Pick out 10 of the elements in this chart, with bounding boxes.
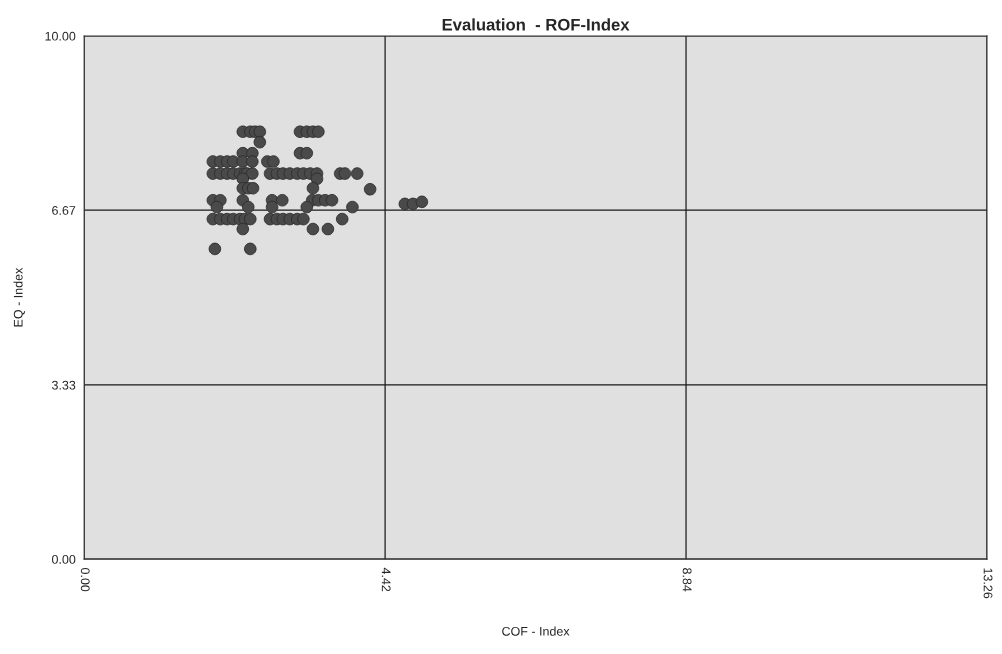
x-axis-title: COF - Index bbox=[502, 626, 570, 636]
y-tick-label: 3.33 bbox=[51, 380, 76, 390]
x-tick-label: 4.42 bbox=[381, 567, 391, 592]
y-tick-label: 10.00 bbox=[45, 31, 76, 41]
y-tick-label: 6.67 bbox=[52, 206, 76, 215]
x-tick-label: 8.84 bbox=[682, 568, 692, 592]
x-tick-label: 13.26 bbox=[983, 568, 993, 599]
y-axis-title: EQ - Index bbox=[13, 267, 25, 327]
chart-title: Evaluation - ROF-Index bbox=[442, 18, 630, 31]
y-tick-label: 0.00 bbox=[52, 554, 76, 564]
